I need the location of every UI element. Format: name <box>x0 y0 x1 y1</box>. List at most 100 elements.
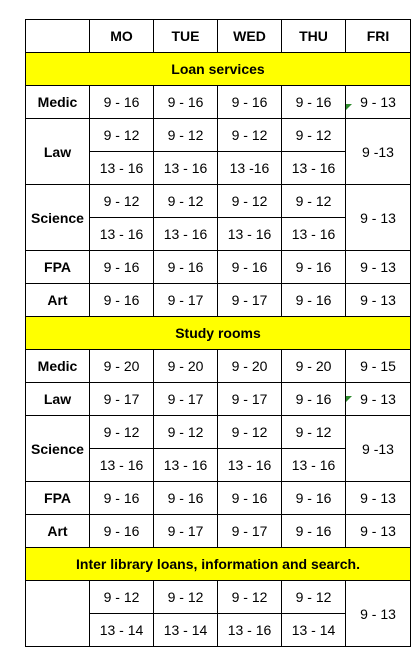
hours-cell: 9 - 16 <box>153 481 218 515</box>
table-row: 13 - 16 13 - 16 13 -16 13 - 16 <box>26 151 411 185</box>
friday-hours-cell: 9 - 15 <box>345 349 411 383</box>
hours-cell: 13 - 16 <box>89 151 154 185</box>
hours-cell: 13 -16 <box>217 151 282 185</box>
hours-cell: 9 - 12 <box>217 415 282 449</box>
table-row: Medic 9 - 16 9 - 16 9 - 16 9 - 16 9 - 13 <box>25 85 411 119</box>
table-row: 13 - 16 13 - 16 13 - 16 13 - 16 <box>26 448 411 482</box>
hours-cell: 9 - 16 <box>281 283 346 317</box>
hours-cell: 9 - 17 <box>153 283 218 317</box>
hours-cell: 9 - 17 <box>153 382 218 416</box>
hours-cell: 9 - 20 <box>153 349 218 383</box>
hours-cell: 9 - 17 <box>217 283 282 317</box>
hours-cell: 9 - 16 <box>281 85 346 119</box>
hours-cell: 9 - 16 <box>281 481 346 515</box>
day-header-1: MO <box>89 19 154 53</box>
hours-cell: 9 - 20 <box>89 349 154 383</box>
hours-cell: 9 - 16 <box>89 85 154 119</box>
hours-cell: 13 - 16 <box>89 448 154 482</box>
hours-cell: 9 - 16 <box>281 514 346 548</box>
section-row: Loan services <box>25 52 411 86</box>
hours-cell: 13 - 16 <box>153 448 218 482</box>
friday-hours-cell: 9 - 13 <box>345 184 411 251</box>
row-label: Art <box>25 283 90 317</box>
hours-cell: 9 - 20 <box>281 349 346 383</box>
hours-cell: 9 - 16 <box>153 250 218 284</box>
table-row: Art 9 - 16 9 - 17 9 - 17 9 - 16 9 - 13 <box>25 514 411 548</box>
hours-cell: 9 - 12 <box>281 184 346 218</box>
friday-hours-cell: 9 - 13 <box>345 481 411 515</box>
day-header-5: FRI <box>345 19 411 53</box>
hours-cell: 9 - 12 <box>217 580 282 614</box>
hours-cell: 9 - 16 <box>89 283 154 317</box>
hours-cell: 9 - 16 <box>217 250 282 284</box>
table-row: 13 - 16 13 - 16 13 - 16 13 - 16 <box>26 217 411 251</box>
section-row: Study rooms <box>25 316 411 350</box>
hours-cell: 9 - 17 <box>217 514 282 548</box>
table-row: FPA 9 - 16 9 - 16 9 - 16 9 - 16 9 - 13 <box>25 250 411 284</box>
hours-cell: 13 - 16 <box>89 217 154 251</box>
table-row: Medic 9 - 20 9 - 20 9 - 20 9 - 20 9 - 15 <box>25 349 411 383</box>
hours-cell: 9 - 12 <box>89 580 154 614</box>
library-hours-table: MO TUE WED THU FRI Loan services Medic 9 - 16 9 … <box>25 19 411 647</box>
table-row: 9 - 12 9 - 12 9 - 12 9 - 12 9 - 13 <box>25 580 411 647</box>
hours-cell: 13 - 16 <box>217 217 282 251</box>
hours-cell: 9 - 16 <box>281 382 346 416</box>
day-header-2: TUE <box>153 19 218 53</box>
comment-marker-icon <box>346 396 352 402</box>
hours-cell: 13 - 14 <box>89 613 154 647</box>
hours-cell: 9 - 12 <box>89 184 154 218</box>
hours-cell: 9 - 16 <box>89 514 154 548</box>
table-row: FPA 9 - 16 9 - 16 9 - 16 9 - 16 9 - 13 <box>25 481 411 515</box>
friday-hours-cell: 9 - 13 <box>345 382 411 416</box>
hours-cell: 9 - 16 <box>89 250 154 284</box>
hours-cell: 9 - 12 <box>281 415 346 449</box>
hours-cell: 9 - 12 <box>281 580 346 614</box>
friday-hours-cell: 9 - 13 <box>345 514 411 548</box>
table-row: Science 9 - 12 9 - 12 9 - 12 9 - 12 9 -13 <box>25 415 411 482</box>
hours-cell: 9 - 17 <box>153 514 218 548</box>
hours-cell: 13 - 16 <box>217 613 282 647</box>
row-label: Science <box>25 415 90 482</box>
table-row: 13 - 14 13 - 14 13 - 16 13 - 14 <box>26 613 411 647</box>
friday-hours-cell: 9 - 13 <box>345 580 411 647</box>
row-label: Medic <box>25 85 90 119</box>
hours-cell: 13 - 14 <box>153 613 218 647</box>
row-label: Law <box>25 382 90 416</box>
hours-cell: 9 - 12 <box>281 118 346 152</box>
hours-cell: 9 - 12 <box>153 415 218 449</box>
day-header-3: WED <box>217 19 282 53</box>
table-row: Law 9 - 17 9 - 17 9 - 17 9 - 16 9 - 13 <box>25 382 411 416</box>
hours-cell: 13 - 16 <box>153 217 218 251</box>
hours-cell: 9 - 17 <box>217 382 282 416</box>
row-label: Science <box>25 184 90 251</box>
hours-cell: 13 - 16 <box>281 151 346 185</box>
table-row: Science 9 - 12 9 - 12 9 - 12 9 - 12 9 - 13 <box>25 184 411 251</box>
row-label: Medic <box>25 349 90 383</box>
hours-cell: 13 - 16 <box>153 151 218 185</box>
row-label <box>25 580 90 647</box>
comment-marker-icon <box>346 104 352 110</box>
header-corner-cell <box>25 19 90 53</box>
table-row: Art 9 - 16 9 - 17 9 - 17 9 - 16 9 - 13 <box>25 283 411 317</box>
row-label: FPA <box>25 250 90 284</box>
hours-cell: 9 - 16 <box>217 85 282 119</box>
section-title: Study rooms <box>25 316 411 350</box>
section-title: Inter library loans, information and sea… <box>25 547 411 581</box>
hours-cell: 9 - 12 <box>89 118 154 152</box>
hours-cell: 13 - 16 <box>281 448 346 482</box>
friday-hours-cell: 9 -13 <box>345 415 411 482</box>
friday-hours-cell: 9 - 13 <box>345 85 411 119</box>
hours-cell: 9 - 12 <box>153 118 218 152</box>
table-row: Law 9 - 12 9 - 12 9 - 12 9 - 12 9 -13 <box>25 118 411 185</box>
hours-cell: 9 - 12 <box>89 415 154 449</box>
hours-cell: 9 - 12 <box>153 580 218 614</box>
hours-cell: 9 - 12 <box>217 118 282 152</box>
hours-cell: 9 - 16 <box>89 481 154 515</box>
header-row: MO TUE WED THU FRI <box>25 19 411 53</box>
hours-cell: 9 - 17 <box>89 382 154 416</box>
hours-cell: 9 - 12 <box>217 184 282 218</box>
hours-cell: 9 - 12 <box>153 184 218 218</box>
hours-cell: 13 - 16 <box>281 217 346 251</box>
hours-cell: 9 - 20 <box>217 349 282 383</box>
row-label: Art <box>25 514 90 548</box>
